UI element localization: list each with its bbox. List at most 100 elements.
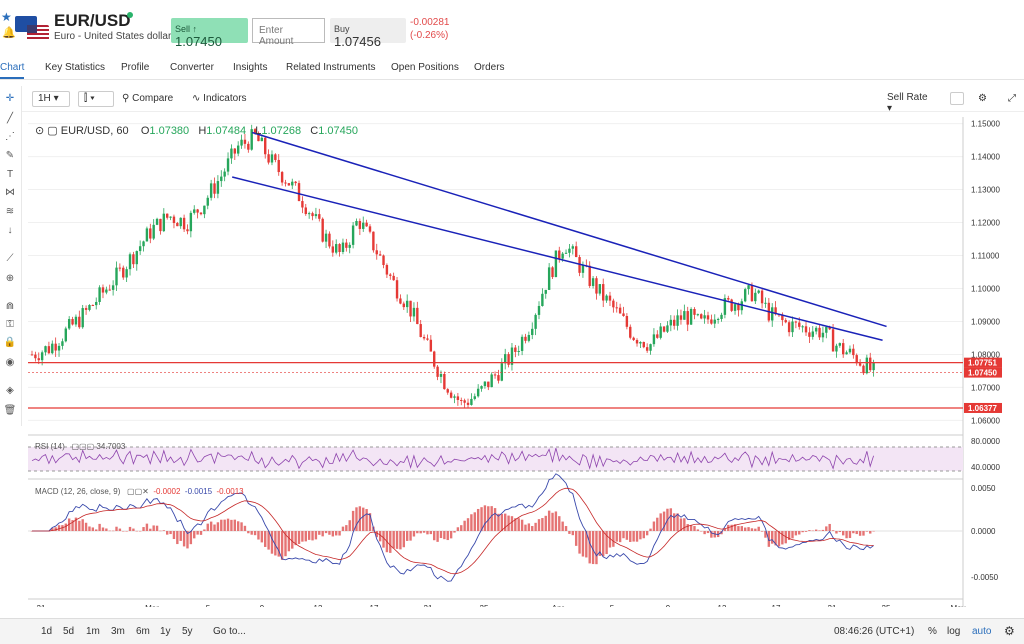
candle-body (236, 145, 240, 154)
macd-histogram-bar (64, 523, 67, 531)
macd-histogram-bar (642, 531, 645, 539)
trash-icon[interactable]: 🗑 (3, 405, 17, 416)
range-5d[interactable]: 5d (63, 626, 75, 637)
lock-drawings-icon[interactable]: ⚿ (6, 319, 14, 330)
zoom-icon[interactable]: ⊕ (5, 273, 15, 284)
candle-body (804, 326, 808, 333)
tab-profile[interactable]: Profile (121, 62, 150, 73)
candle-body (355, 220, 358, 226)
legend-o-label: O (140, 125, 150, 137)
time-tick-label: 13 (718, 604, 727, 607)
star-icon[interactable]: ★ (1, 10, 12, 24)
tab-orders[interactable]: Orders (474, 62, 505, 73)
compare-button[interactable]: ⚲ Compare (122, 93, 173, 104)
tab-related-instruments[interactable]: Related Instruments (286, 62, 376, 73)
pattern-icon[interactable]: ⋈ (5, 187, 15, 198)
layers-icon[interactable]: ◈ (6, 385, 14, 396)
crosshair-icon[interactable]: ✛ (5, 93, 15, 104)
candle-body (132, 254, 135, 265)
candle-body (531, 328, 534, 336)
macd-histogram-bar (149, 528, 152, 531)
expand-icon[interactable]: ⤢ (1008, 93, 1016, 104)
macd-histogram-bar (196, 531, 199, 535)
range-1d[interactable]: 1d (41, 626, 53, 637)
chart-type-select[interactable]: ⫿ ▾ (78, 91, 114, 107)
candle-body (270, 154, 274, 163)
candle-body (720, 314, 723, 319)
fullscreen-box-icon[interactable] (950, 92, 964, 105)
tab-insights[interactable]: Insights (233, 62, 268, 73)
macd-histogram-bar (804, 531, 808, 532)
legend-collapse-icon[interactable]: ⊙ (35, 125, 45, 137)
macd-histogram-bar (493, 508, 497, 531)
price-chart[interactable]: 1.15000 1.14000 1.13000 1.12000 1.11000 1.100… (28, 117, 1024, 607)
range-1y[interactable]: 1y (160, 626, 171, 637)
auto-toggle[interactable]: auto (972, 626, 992, 637)
time-tick-label: 5 (206, 604, 211, 607)
candle-body (798, 322, 801, 327)
lock-icon[interactable]: 🔒 (3, 337, 17, 348)
macd-histogram-bar (507, 515, 510, 531)
text-icon[interactable]: T (6, 169, 14, 180)
legend-settings-icon[interactable]: ▢ (47, 125, 58, 137)
trendline (251, 131, 887, 328)
candle-body (821, 332, 825, 338)
candle-body (351, 225, 355, 245)
candle-body (57, 345, 61, 351)
macd-histogram-bar (311, 531, 314, 541)
macd-histogram-bar (166, 531, 169, 535)
sell-button[interactable]: Sell ↑ 1.07450 (171, 18, 248, 49)
candle-body (449, 392, 453, 398)
amount-input[interactable]: Enter Amount (252, 18, 325, 47)
candle-body (514, 347, 517, 352)
brush-icon[interactable]: ✎ (5, 150, 15, 161)
fib-icon[interactable]: ≋ (5, 206, 15, 217)
sell-price: 1.07450 (175, 34, 222, 49)
indicators-button[interactable]: ∿ Indicators (192, 93, 247, 104)
candle-body (612, 300, 615, 308)
goto-button[interactable]: Go to... (213, 626, 246, 637)
candle-body (497, 375, 500, 381)
candle-body (852, 348, 855, 356)
candle-body (760, 290, 764, 304)
magnet-icon[interactable]: ⋒ (5, 301, 15, 312)
macd-histogram-bar (463, 520, 466, 531)
candle-body (152, 224, 155, 239)
parallel-lines-icon[interactable]: ⋰ (5, 131, 15, 142)
rate-select[interactable]: Sell Rate ▾ (887, 92, 928, 114)
macd-histogram-bar (862, 531, 865, 536)
alert-icon[interactable]: 🔔 (2, 27, 16, 39)
macd-histogram-bar (490, 506, 493, 531)
settings-gear-icon[interactable]: ⚙ (1004, 624, 1015, 638)
candle-body (466, 402, 470, 405)
range-5y[interactable]: 5y (182, 626, 193, 637)
range-3m[interactable]: 3m (111, 626, 125, 637)
macd-histogram-bar (179, 531, 182, 541)
candle-body (243, 139, 247, 144)
candle-body (632, 337, 635, 341)
tab-chart[interactable]: Chart (0, 62, 25, 79)
ruler-icon[interactable]: ⟋ (6, 253, 14, 264)
candle-body (757, 290, 760, 293)
candle-body (456, 396, 460, 400)
tab-key-statistics[interactable]: Key Statistics (45, 62, 106, 73)
tab-open-positions[interactable]: Open Positions (391, 62, 459, 73)
percent-toggle[interactable]: % (928, 626, 937, 637)
tab-converter[interactable]: Converter (170, 62, 214, 73)
settings-icon[interactable]: ⚙ (978, 93, 987, 104)
macd-histogram-bar (639, 531, 642, 540)
buy-button[interactable]: Buy 1.07456 (330, 18, 406, 49)
interval-select[interactable]: 1H ▾ (32, 91, 70, 107)
eye-icon[interactable]: ◉ (5, 357, 15, 368)
arrow-down-icon[interactable]: ↓ (7, 225, 13, 236)
candle-body (740, 301, 743, 311)
range-6m[interactable]: 6m (136, 626, 150, 637)
trendline-icon[interactable]: ╱ (6, 113, 14, 124)
candle-body (395, 280, 399, 299)
log-toggle[interactable]: log (947, 626, 961, 637)
macd-histogram-bar (767, 531, 771, 547)
macd-histogram-bar (433, 531, 436, 541)
macd-histogram-bar (412, 531, 416, 537)
range-1m[interactable]: 1m (86, 626, 100, 637)
macd-histogram-bar (274, 531, 277, 556)
